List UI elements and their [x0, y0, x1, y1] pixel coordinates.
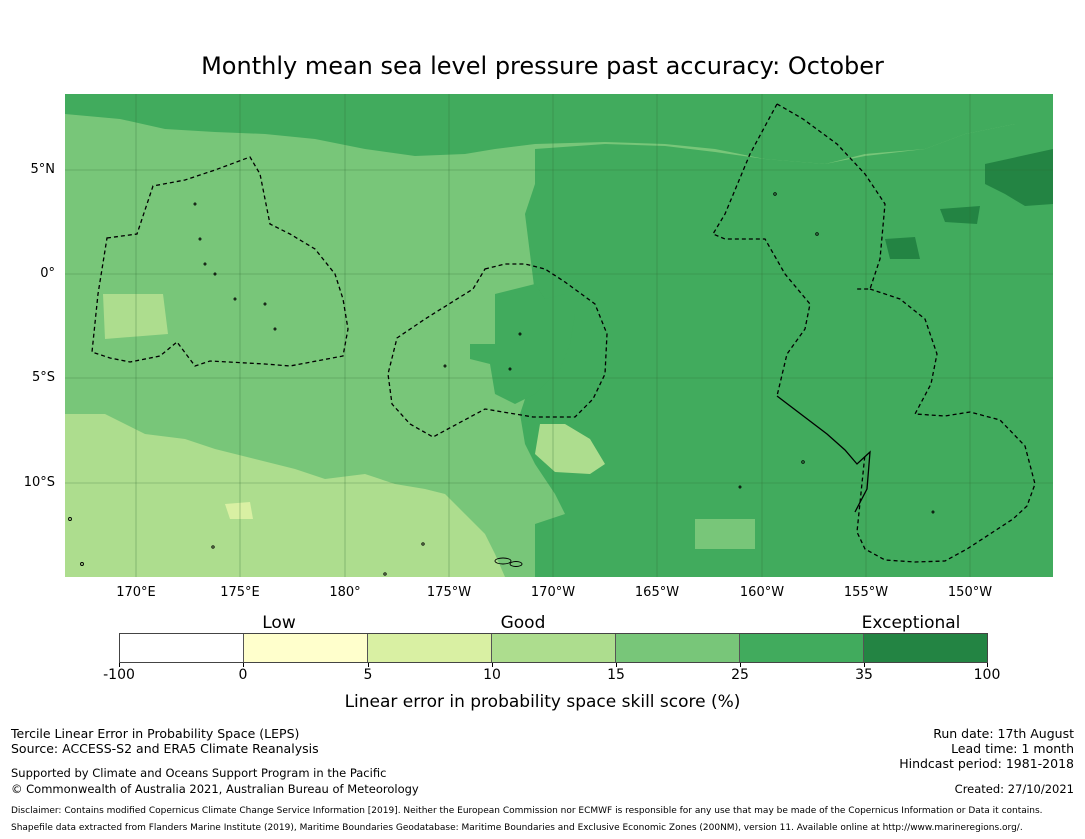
colorbar-segment	[864, 634, 987, 662]
colorbar-segment	[120, 634, 244, 662]
shapefile-credit: Shapefile data extracted from Flanders M…	[11, 823, 1023, 833]
region-10-15-sw	[65, 414, 505, 577]
colorbar	[119, 633, 988, 663]
eez-east-west	[712, 103, 811, 397]
region-25-35-central	[470, 284, 575, 404]
colorbar-segment	[616, 634, 740, 662]
map-title: Monthly mean sea level pressure past acc…	[201, 52, 884, 80]
lon-label: 160°W	[739, 585, 785, 600]
footer-source: Source: ACCESS-S2 and ERA5 Climate Reana…	[11, 741, 319, 756]
region-25-35-north	[65, 94, 1053, 164]
colorbar-tick: 0	[238, 667, 248, 683]
footer-leps: Tercile Linear Error in Probability Spac…	[11, 726, 300, 741]
eez-west	[91, 156, 349, 367]
category-good: Good	[500, 613, 546, 633]
colorbar-tick: 35	[855, 667, 873, 683]
lon-label: 175°E	[220, 585, 260, 600]
category-exceptional: Exceptional	[861, 613, 961, 633]
colorbar-segment	[244, 634, 368, 662]
lat-label-5s: 5°S	[31, 370, 55, 385]
lon-label: 165°W	[634, 585, 680, 600]
lon-label: 155°W	[843, 585, 889, 600]
colorbar-segment	[740, 634, 864, 662]
lat-label-5n: 5°N	[30, 162, 56, 177]
category-low: Low	[262, 613, 296, 633]
region-15-25-sw-lobe	[465, 214, 495, 249]
lon-label: 170°W	[530, 585, 576, 600]
lon-label: 175°W	[426, 585, 472, 600]
footer-support: Supported by Climate and Oceans Support …	[11, 766, 387, 780]
region-10-15-west	[103, 294, 168, 339]
eez-boundaries	[91, 103, 1036, 563]
lon-label: 150°W	[947, 585, 993, 600]
colorbar-tick: 15	[607, 667, 625, 683]
region-25-35-east	[520, 124, 1053, 577]
lead-time: Lead time: 1 month	[951, 741, 1074, 756]
colorbar-segment	[368, 634, 492, 662]
colorbar-tick: 100	[973, 667, 1001, 683]
colorbar-tick: 10	[483, 667, 501, 683]
run-date: Run date: 17th August	[933, 726, 1074, 741]
eez-central	[387, 263, 608, 438]
eez-east-north	[776, 103, 886, 290]
region-35-100-a	[985, 149, 1053, 206]
footer-copyright: © Commonwealth of Australia 2021, Austra…	[11, 782, 419, 796]
eez-east-south	[856, 288, 1036, 563]
lat-label-0: 0°	[40, 266, 55, 281]
colorbar-tick: 25	[731, 667, 749, 683]
islands	[68, 192, 935, 576]
skill-score-map	[65, 94, 1053, 577]
created-date: Created: 27/10/2021	[954, 782, 1074, 796]
disclaimer: Disclaimer: Contains modified Copernicus…	[11, 806, 1043, 816]
region-10-15-east-pool	[535, 424, 605, 474]
lat-label-10s: 10°S	[23, 475, 55, 490]
lon-label: 180°	[329, 585, 361, 600]
colorbar-label: Linear error in probability space skill …	[344, 692, 741, 712]
colorbar-tick: 5	[363, 667, 373, 683]
colorbar-segment	[492, 634, 616, 662]
region-35-100-b	[940, 206, 980, 224]
lon-label: 170°E	[116, 585, 156, 600]
colorbar-tick: -100	[103, 667, 135, 683]
region-15-25-east-inlay	[695, 519, 755, 549]
hindcast-period: Hindcast period: 1981-2018	[899, 756, 1074, 771]
region-35-100-c	[885, 237, 920, 259]
region-5-10	[225, 502, 253, 519]
boundary-solid	[776, 395, 871, 513]
